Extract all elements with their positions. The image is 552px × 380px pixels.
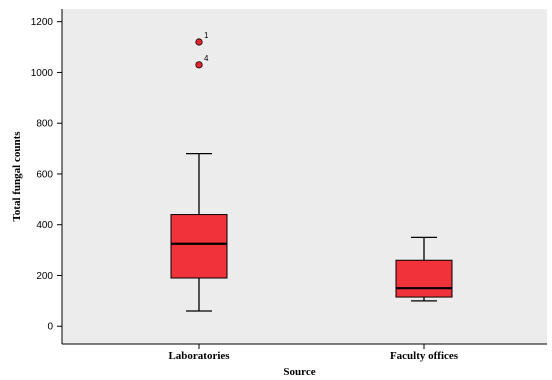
x-category-label: Faculty offices <box>390 350 459 362</box>
outlier-point <box>195 38 203 46</box>
y-tick-label: 1200 <box>31 17 54 28</box>
box-group: 14 <box>170 31 228 312</box>
y-tick-label: 400 <box>36 220 53 231</box>
y-tick-label: 200 <box>36 271 53 282</box>
outlier-point <box>195 61 203 69</box>
box-group <box>395 236 453 302</box>
y-tick-label: 600 <box>36 169 53 180</box>
x-axis-title: Source <box>283 366 315 378</box>
plot-area <box>62 9 547 344</box>
y-tick-label: 1000 <box>31 68 54 79</box>
outlier-label: 1 <box>204 31 209 40</box>
y-tick-label: 0 <box>47 322 53 333</box>
x-category-label: Laboratories <box>168 350 230 362</box>
iqr-box <box>395 259 453 298</box>
y-axis-title: Total fungal counts <box>11 131 23 222</box>
outlier-label: 4 <box>204 54 209 63</box>
iqr-box <box>170 214 228 279</box>
y-tick-label: 800 <box>36 119 53 130</box>
